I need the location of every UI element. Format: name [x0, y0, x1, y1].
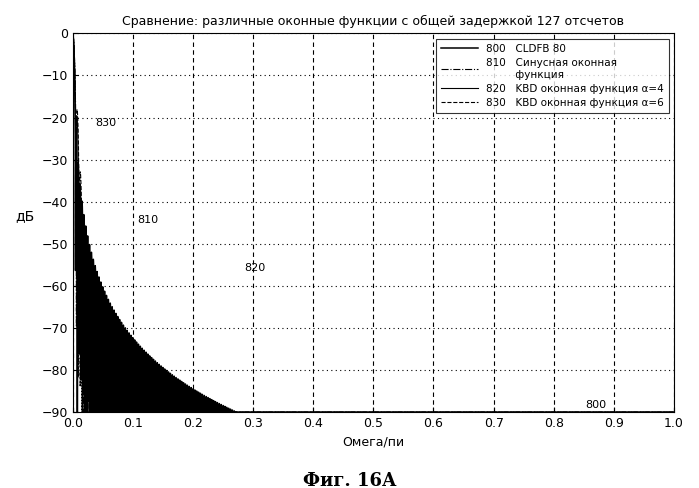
820: [103, 409, 111, 415]
830: [304, 409, 312, 415]
820: [628, 409, 636, 415]
810: [78, 409, 86, 415]
800: [304, 409, 312, 415]
810: [628, 409, 636, 415]
830: [371, 409, 380, 415]
830: [78, 409, 87, 415]
820: [80, 409, 89, 415]
820: [510, 409, 518, 415]
820: [669, 409, 677, 415]
830: [69, 30, 77, 36]
800: [103, 344, 111, 350]
X-axis label: Омега/пи: Омега/пи: [343, 436, 405, 448]
810: [670, 409, 678, 415]
800: [69, 30, 77, 36]
Line: 830: 830: [73, 33, 674, 412]
Text: 800: 800: [585, 400, 606, 410]
830: [628, 409, 636, 415]
830: [669, 409, 677, 415]
820: [371, 409, 380, 415]
810: [69, 30, 77, 36]
820: [304, 409, 312, 415]
820: [69, 30, 77, 36]
800: [669, 409, 677, 415]
800: [670, 409, 678, 415]
Text: Фиг. 16А: Фиг. 16А: [303, 471, 396, 488]
Title: Сравнение: различные оконные функции с общей задержкой 127 отсчетов: Сравнение: различные оконные функции с о…: [122, 15, 624, 28]
Text: 820: 820: [244, 263, 266, 273]
Text: 810: 810: [138, 215, 159, 225]
810: [510, 409, 518, 415]
810: [304, 409, 312, 415]
830: [670, 409, 678, 415]
Line: 800: 800: [73, 33, 674, 412]
810: [669, 409, 677, 415]
Text: 830: 830: [96, 118, 117, 128]
800: [73, 409, 82, 415]
830: [510, 409, 518, 415]
830: [103, 409, 111, 415]
800: [510, 409, 518, 415]
Line: 820: 820: [73, 33, 674, 412]
Line: 810: 810: [73, 33, 674, 412]
800: [628, 409, 636, 415]
820: [670, 409, 678, 415]
800: [371, 409, 380, 415]
Y-axis label: дБ: дБ: [15, 209, 34, 223]
810: [103, 393, 111, 399]
810: [371, 409, 380, 415]
Legend: 800   CLDFB 80, 810   Синусная оконная
         функция, 820   KBD оконная функц: 800 CLDFB 80, 810 Синусная оконная функц…: [436, 39, 669, 113]
